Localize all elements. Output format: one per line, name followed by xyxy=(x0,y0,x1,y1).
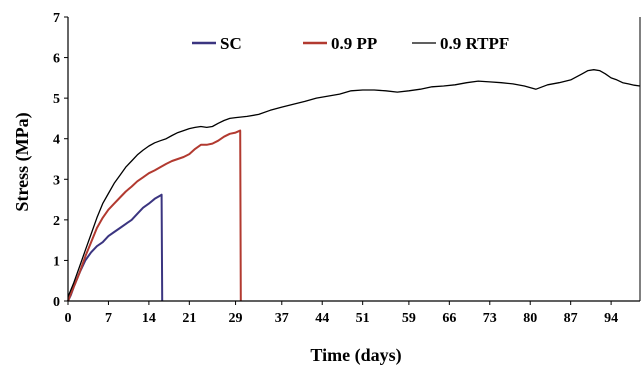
legend: SC 0.9 PP 0.9 RTPF xyxy=(192,34,509,53)
x-tick-label: 73 xyxy=(483,311,497,326)
x-tick-label: 14 xyxy=(142,311,156,326)
axes-layer: 0 1 2 3 4 5 6 7 0 7 14 21 29 37 44 51 59 66 73 80 87 94 xyxy=(53,11,641,326)
x-tick-label: 21 xyxy=(182,311,196,326)
y-tick-label: 6 xyxy=(53,52,60,67)
x-tick-label: 7 xyxy=(105,311,112,326)
y-tick-label: 1 xyxy=(53,254,60,269)
x-tick-label: 66 xyxy=(442,311,456,326)
x-tick-label: 59 xyxy=(402,311,416,326)
y-tick-label: 5 xyxy=(53,92,60,107)
x-tick-label: 94 xyxy=(604,311,618,326)
y-tick-label: 0 xyxy=(53,295,60,310)
legend-label: 0.9 PP xyxy=(331,34,377,53)
x-axis-title: Time (days) xyxy=(310,345,401,366)
x-tick-label: 44 xyxy=(315,311,329,326)
legend-label: 0.9 RTPF xyxy=(440,34,509,53)
x-tick-label: 37 xyxy=(275,311,289,326)
y-tick-label: 3 xyxy=(53,173,60,188)
y-tick-label: 4 xyxy=(53,133,60,148)
series-layer xyxy=(67,69,641,302)
y-tick-label: 2 xyxy=(53,214,60,229)
y-tick-label: 7 xyxy=(53,11,60,26)
series-line-0-9-pp xyxy=(67,129,242,302)
y-axis-title: Stress (MPa) xyxy=(12,112,33,211)
legend-label: SC xyxy=(220,34,242,53)
series-line-0-9-rtpf xyxy=(67,69,641,298)
x-tick-label: 29 xyxy=(229,311,243,326)
x-tick-label: 87 xyxy=(564,311,578,326)
x-tick-label: 0 xyxy=(65,311,72,326)
x-tick-label: 51 xyxy=(356,311,370,326)
series-line-sc xyxy=(67,193,164,302)
x-tick-label: 80 xyxy=(523,311,537,326)
